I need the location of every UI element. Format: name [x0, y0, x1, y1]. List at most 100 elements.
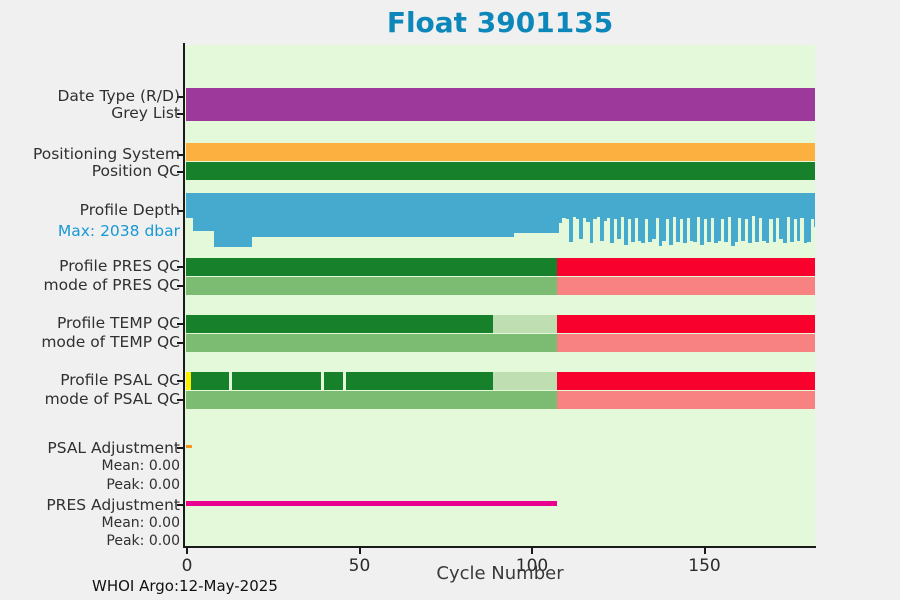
- depth-bar: [234, 193, 239, 247]
- depth-bar: [382, 193, 387, 237]
- depth-bar: [807, 193, 811, 243]
- segment-profile-psal-qc: [556, 372, 815, 390]
- depth-bar: [755, 193, 759, 243]
- depth-bar: [417, 193, 421, 237]
- depth-bar: [324, 193, 328, 237]
- row-label-peak-0-00: Peak: 0.00: [106, 533, 180, 549]
- depth-bar: [458, 193, 463, 237]
- depth-bar: [292, 193, 297, 237]
- depth-bar: [275, 193, 280, 237]
- x-axis-tick-label: 0: [181, 556, 193, 576]
- depth-bar: [531, 193, 535, 233]
- depth-bar: [424, 193, 428, 237]
- y-axis-tick: [177, 399, 184, 401]
- depth-bar: [624, 193, 628, 245]
- depth-bar: [489, 193, 494, 237]
- depth-bar: [537, 193, 542, 233]
- depth-bar: [479, 193, 483, 237]
- depth-bar: [251, 193, 256, 237]
- depth-bar: [230, 193, 235, 247]
- depth-bar: [617, 193, 621, 240]
- depth-bar: [455, 193, 459, 237]
- depth-bar: [575, 193, 580, 220]
- segment-psal-adjustment: [186, 445, 192, 448]
- segment-profile-temp-qc: [556, 315, 815, 333]
- depth-bar: [551, 193, 556, 233]
- depth-bar: [586, 193, 590, 223]
- depth-bar: [513, 193, 518, 233]
- depth-bar: [558, 193, 563, 224]
- depth-bar: [265, 193, 270, 237]
- depth-bar: [541, 193, 546, 233]
- depth-bar: [693, 193, 697, 243]
- depth-bar: [534, 193, 539, 233]
- depth-bar: [451, 193, 456, 237]
- y-axis-tick: [177, 96, 184, 98]
- depth-bar: [689, 193, 694, 241]
- row-label-profile-temp-qc: Profile TEMP QC: [56, 314, 180, 332]
- segment-position-qc: [186, 162, 815, 180]
- depth-bar: [579, 193, 584, 240]
- depth-bar: [310, 193, 314, 237]
- depth-bar: [389, 193, 394, 237]
- row-label-grey-list: Grey List: [111, 104, 180, 122]
- depth-bar: [244, 193, 249, 247]
- row-label-psal-adjustment: PSAL Adjustment: [47, 439, 180, 457]
- y-axis-tick: [177, 171, 184, 173]
- depth-bar: [713, 193, 718, 244]
- depth-bar: [465, 193, 470, 237]
- depth-bar: [317, 193, 321, 237]
- depth-bar: [610, 193, 615, 244]
- depth-bar: [772, 193, 777, 243]
- depth-bar: [506, 193, 511, 237]
- depth-bar: [727, 193, 732, 217]
- depth-bar: [320, 193, 325, 237]
- depth-bar: [396, 193, 401, 237]
- depth-bar: [444, 193, 449, 237]
- depth-bar: [744, 193, 749, 220]
- depth-bar: [589, 193, 594, 244]
- depth-bar: [186, 193, 190, 219]
- depth-bar: [375, 193, 380, 237]
- depth-bar: [582, 193, 587, 219]
- depth-bar: [700, 193, 704, 245]
- depth-bar: [248, 193, 252, 247]
- depth-bar: [603, 193, 608, 221]
- depth-bar: [669, 193, 673, 245]
- depth-bar: [403, 193, 408, 237]
- depth-bar: [199, 193, 204, 231]
- x-axis-tick: [703, 548, 706, 554]
- segment-profile-psal-qc: [232, 372, 321, 390]
- depth-bar: [189, 193, 194, 219]
- segment-pres-adjustment: [186, 501, 557, 506]
- depth-bar: [796, 193, 801, 241]
- depth-bar: [434, 193, 439, 237]
- x-axis-line: [183, 546, 816, 548]
- segment-mode-of-pres-qc: [556, 277, 815, 295]
- depth-bar: [344, 193, 349, 237]
- depth-bar: [555, 193, 559, 233]
- depth-bar: [724, 193, 728, 243]
- depth-bar: [223, 193, 228, 247]
- depth-bar: [717, 193, 722, 241]
- row-label-profile-pres-qc: Profile PRES QC: [59, 257, 180, 275]
- depth-bar: [620, 193, 625, 217]
- y-axis-tick: [177, 380, 184, 382]
- depth-bar: [337, 193, 342, 237]
- depth-bar: [341, 193, 345, 237]
- depth-bar: [648, 193, 653, 243]
- y-axis-tick: [177, 154, 184, 156]
- y-axis-tick: [177, 285, 184, 287]
- depth-bar: [430, 193, 435, 237]
- depth-bar: [437, 193, 442, 237]
- depth-bar: [631, 193, 635, 243]
- depth-bar: [686, 193, 690, 219]
- depth-bar: [279, 193, 283, 237]
- depth-bar: [786, 193, 791, 217]
- depth-bar: [568, 193, 573, 243]
- segment-mode-of-temp-qc: [556, 334, 815, 352]
- depth-bar: [272, 193, 276, 237]
- depth-bar: [217, 193, 221, 247]
- depth-bar: [282, 193, 287, 237]
